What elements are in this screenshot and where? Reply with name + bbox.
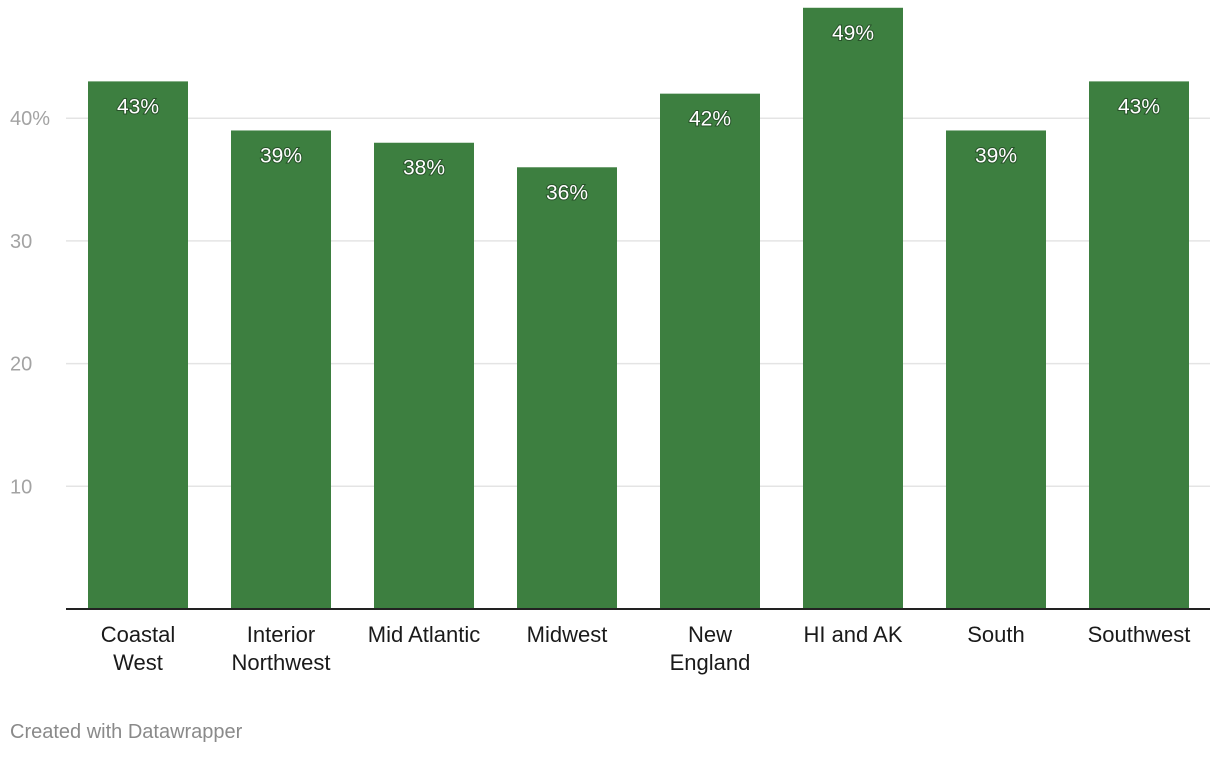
x-tick-label-line: Southwest <box>1088 622 1191 647</box>
chart-svg: 10 20 30 40% 43% 39% 38% 36% 42% 49% 39% 43% Coastal… <box>10 7 1210 675</box>
data-label: 43% <box>117 95 159 118</box>
x-tick-label-line: Mid Atlantic <box>368 622 481 647</box>
y-tick-label: 40% <box>10 108 50 130</box>
x-tick-label-line: Midwest <box>527 622 608 647</box>
x-tick-label-line: South <box>967 622 1025 647</box>
y-tick-label: 10 <box>10 476 32 498</box>
bar <box>517 167 617 609</box>
bar <box>803 7 903 609</box>
x-tick-label: Interior Northwest <box>231 622 330 675</box>
x-tick-label-line: New <box>688 622 732 647</box>
bar <box>946 130 1046 609</box>
x-tick-label-line: Northwest <box>231 650 330 675</box>
x-tick-label-line: West <box>113 650 163 675</box>
x-tick-label-line: Interior <box>247 622 315 647</box>
data-label: 39% <box>260 144 302 167</box>
x-tick-label: Coastal West <box>101 622 176 675</box>
x-tick-label: HI and AK <box>803 622 902 647</box>
credit-text[interactable]: Created with Datawrapper <box>10 721 243 743</box>
x-tick-label: South <box>967 622 1025 647</box>
data-label: 36% <box>546 181 588 204</box>
x-tick-label: Southwest <box>1088 622 1191 647</box>
data-label: 43% <box>1118 95 1160 118</box>
data-label: 42% <box>689 108 731 131</box>
data-label: 49% <box>832 22 874 45</box>
y-tick-label: 30 <box>10 231 32 253</box>
bar <box>374 142 474 610</box>
bar <box>1089 81 1189 609</box>
x-tick-label: Midwest <box>527 622 608 647</box>
x-tick-label-line: HI and AK <box>803 622 902 647</box>
data-label: 38% <box>403 157 445 180</box>
x-tick-label: New England <box>670 622 751 675</box>
x-tick-label-line: Coastal <box>101 622 176 647</box>
x-tick-label: Mid Atlantic <box>368 622 481 647</box>
y-tick-label: 20 <box>10 354 32 376</box>
x-tick-label-line: England <box>670 650 751 675</box>
bar <box>231 130 331 609</box>
data-label: 39% <box>975 144 1017 167</box>
bar <box>660 93 760 609</box>
bar <box>88 81 188 609</box>
